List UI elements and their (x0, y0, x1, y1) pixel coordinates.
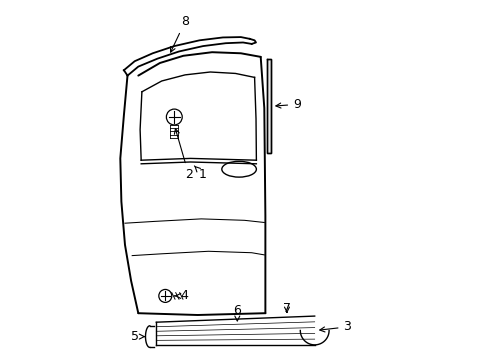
Text: 1: 1 (194, 166, 206, 181)
Text: 9: 9 (275, 98, 300, 111)
Text: 3: 3 (319, 320, 351, 333)
Text: 6: 6 (233, 304, 241, 321)
Text: 7: 7 (283, 302, 290, 315)
Text: 4: 4 (175, 289, 188, 302)
Text: 8: 8 (170, 15, 189, 52)
Text: 5: 5 (131, 330, 144, 343)
Text: 2: 2 (174, 129, 192, 181)
Polygon shape (266, 59, 271, 153)
